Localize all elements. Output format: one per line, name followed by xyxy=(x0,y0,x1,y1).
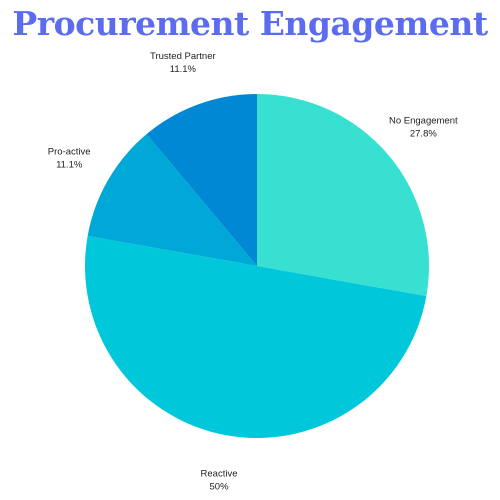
slice-label-trusted-partner: Trusted Partner 11.1% xyxy=(150,51,216,75)
slice-label-pro-active: Pro-active 11.1% xyxy=(48,146,91,170)
pie-labels: No Engagement 27.8% Reactive 50% Pro-active 1… xyxy=(48,51,458,493)
chart-title: Procurement Engagement xyxy=(12,4,488,43)
pie-slice-trusted-partner xyxy=(146,94,257,266)
pie-slice-reactive xyxy=(85,235,427,438)
pie-slice-no-engagement xyxy=(257,94,429,297)
pie-slices xyxy=(85,94,429,438)
slice-label-reactive: Reactive 50% xyxy=(201,469,238,493)
slice-label-no-engagement: No Engagement 27.8% xyxy=(389,116,458,140)
pie-slice-pro-active xyxy=(87,134,257,266)
